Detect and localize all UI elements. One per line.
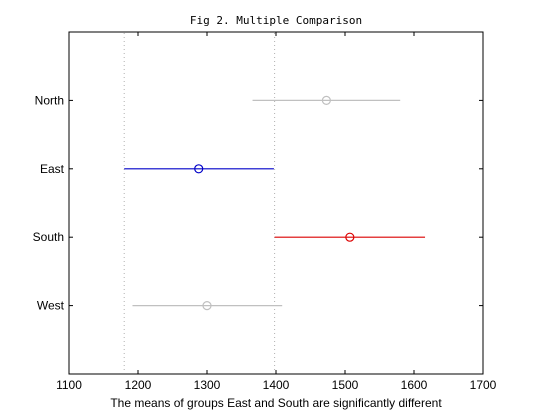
mean-marker-north	[321, 95, 331, 106]
interval-series	[124, 95, 426, 311]
y-tick-labels: North East South West	[33, 93, 65, 312]
chart-title: Fig 2. Multiple Comparison	[190, 14, 362, 27]
y-tick-label-east: East	[40, 162, 65, 176]
axis-ticks	[68, 32, 484, 374]
y-tick-label-north: North	[35, 93, 64, 107]
x-tick-label-1700: 1700	[470, 378, 497, 392]
mean-marker-south	[345, 232, 355, 242]
mean-marker-east	[194, 164, 204, 174]
x-tick-label-1500: 1500	[332, 378, 359, 392]
mean-marker-west	[202, 301, 212, 311]
y-tick-label-south: South	[33, 230, 64, 244]
x-axis-label: The means of groups East and South are s…	[110, 396, 442, 410]
x-tick-label-1300: 1300	[194, 378, 221, 392]
x-tick-label-1200: 1200	[125, 378, 152, 392]
y-tick-label-west: West	[37, 299, 65, 313]
plot-area	[68, 31, 484, 375]
x-tick-label-1400: 1400	[263, 378, 290, 392]
reference-lines	[123, 33, 276, 373]
x-tick-label-1100: 1100	[56, 378, 82, 392]
x-tick-label-1600: 1600	[401, 378, 428, 392]
x-tick-labels: 1100 1200 1300 1400 1500 1600 1700	[56, 378, 497, 392]
